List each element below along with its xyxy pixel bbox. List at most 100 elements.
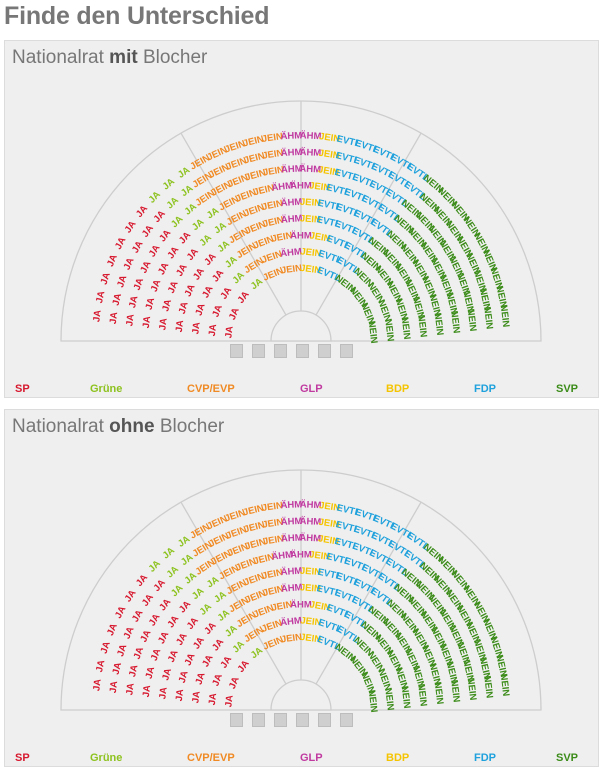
seat-label: EVTL	[316, 567, 342, 583]
seat-label: JA	[124, 313, 136, 327]
seat-label: JEIN	[262, 517, 285, 531]
control-square[interactable]	[296, 713, 309, 727]
seat-label: JA	[227, 675, 242, 691]
seat-label: JA	[207, 692, 219, 706]
seat-label: JA	[122, 256, 137, 272]
seat-label: JEIN	[262, 164, 285, 178]
seat-label: ÄHM	[280, 213, 303, 226]
seat-label: JEIN	[309, 180, 331, 193]
legend-item: SP	[15, 752, 30, 764]
seat-label: NEIN	[481, 306, 495, 330]
legend-item: CVP/EVP	[187, 383, 235, 395]
control-square[interactable]	[318, 713, 331, 727]
seat-label: JA	[111, 661, 124, 675]
seat-label: JEIN	[317, 164, 340, 178]
seat-label: JA	[174, 688, 186, 702]
control-square[interactable]	[230, 344, 243, 358]
parliament-panel-with-blocher: Nationalrat mit Blocher JA JA JA JA JA JA JA JA…	[4, 40, 599, 398]
parliament-panel-without-blocher: Nationalrat ohne Blocher JA JA JA JA JA JA JA J…	[4, 409, 599, 767]
seat-label: JEIN	[280, 632, 303, 646]
seat-label: JA	[207, 323, 219, 337]
seat-label: JEIN	[271, 230, 294, 245]
seat-label: JEIN	[261, 567, 284, 582]
seat-label: ÄHM	[290, 599, 312, 610]
seat-label: JA	[130, 608, 146, 624]
seat-label: JA	[138, 259, 153, 275]
legend-item: FDP	[474, 383, 496, 395]
seat-label: JEIN	[299, 213, 321, 226]
seat-label: ÄHM	[299, 516, 321, 528]
seat-label: JEIN	[318, 500, 341, 514]
seat-label: NEIN	[366, 320, 380, 344]
seat-label: JA	[147, 612, 163, 628]
seat-label: JA	[122, 625, 137, 641]
seat-label: NEIN	[382, 318, 396, 342]
seat-label: NEIN	[448, 310, 462, 334]
seat-label: NEIN	[460, 290, 476, 315]
control-square[interactable]	[252, 344, 265, 358]
seat-label: JA	[99, 640, 113, 655]
seat-label: JEIN	[318, 148, 341, 162]
seat-label: ÄHM	[281, 163, 303, 175]
seat-label: JA	[156, 630, 171, 646]
legend-item: SVP	[556, 752, 579, 764]
control-square[interactable]	[340, 344, 353, 358]
seat-label: JA	[174, 262, 190, 278]
seat-label: JEIN	[243, 151, 266, 167]
seat-label: NEIN	[444, 660, 460, 685]
seat-label: JEIN	[244, 167, 267, 183]
seat-label: JA	[183, 652, 198, 668]
seat-label: JA	[166, 279, 181, 295]
control-square[interactable]	[296, 344, 309, 358]
seat-label: JA	[160, 298, 174, 313]
seat-label: JA	[99, 271, 113, 286]
seat-label: JA	[94, 659, 107, 673]
seat-label: ÄHM	[281, 532, 303, 544]
seat-label: JA	[194, 671, 208, 686]
seat-label: NEIN	[432, 681, 446, 705]
seat-label: JA	[156, 261, 171, 277]
seat-label: JA	[147, 243, 163, 259]
legend-item: Grüne	[90, 752, 123, 764]
seat-label: JA	[115, 274, 129, 289]
seat-label: JEIN	[242, 503, 265, 519]
seat-label: ÄHM	[300, 499, 322, 511]
seat-label: JA	[91, 678, 103, 692]
legend-item: BDP	[386, 752, 410, 764]
seat-label: NEIN	[415, 314, 429, 338]
seat-label: ÄHM	[280, 499, 302, 511]
seat-label: JA	[105, 253, 120, 269]
seat-label: NEIN	[432, 312, 446, 336]
seat-label: ÄHM	[280, 582, 303, 595]
seat-label: JEIN	[309, 230, 332, 245]
seat-label: JA	[111, 292, 124, 306]
party-legend: SP Grüne CVP/EVP GLP BDP FDP SVP	[5, 383, 598, 397]
seat-label: EVTL	[316, 198, 342, 214]
seat-label: JA	[105, 622, 120, 638]
seat-label: JEIN	[271, 599, 294, 614]
seat-label: JA	[227, 306, 242, 322]
page-title: Finde den Unterschied	[4, 2, 270, 30]
seat-label: JA	[141, 684, 153, 698]
control-square[interactable]	[230, 713, 243, 727]
control-square[interactable]	[274, 344, 287, 358]
seat-label: JA	[138, 628, 153, 644]
control-square[interactable]	[274, 713, 287, 727]
seat-label: NEIN	[382, 687, 396, 711]
legend-item: FDP	[474, 752, 496, 764]
control-square[interactable]	[318, 344, 331, 358]
legend-item: CVP/EVP	[187, 752, 235, 764]
seat-label: ÄHM	[271, 549, 294, 563]
legend-item: SVP	[556, 383, 579, 395]
control-square[interactable]	[252, 713, 265, 727]
seat-label: ÄHM	[280, 615, 303, 628]
seat-label: ÄHM	[280, 246, 303, 259]
seat-label: JEIN	[262, 533, 285, 547]
seat-label: ÄHM	[280, 197, 302, 209]
panel-title: Nationalrat mit Blocher	[12, 47, 208, 68]
seat-label: JA	[160, 667, 174, 682]
seat-label: JA	[124, 682, 136, 696]
control-square[interactable]	[340, 713, 353, 727]
seat-label: JA	[113, 235, 129, 251]
seat-label: JEIN	[300, 566, 322, 578]
